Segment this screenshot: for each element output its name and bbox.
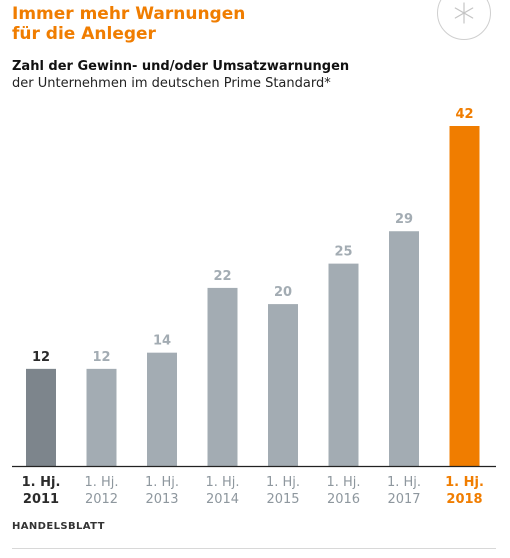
- data-label-2018: 42: [455, 107, 473, 122]
- bar-2013: [147, 352, 177, 466]
- data-label-2012: 12: [92, 350, 110, 365]
- x-tick-label-2013-0: 1. Hj.: [145, 475, 179, 490]
- title-line-2: für die Anleger: [12, 24, 156, 44]
- bar-2017: [389, 231, 419, 466]
- bar-2016: [328, 263, 359, 466]
- x-tick-label-2017-1: 2017: [387, 492, 420, 507]
- data-label-2017: 29: [395, 212, 413, 227]
- bar-2015: [268, 304, 298, 466]
- source-label: HANDELSBLATT: [12, 521, 105, 532]
- x-tick-label-2012-0: 1. Hj.: [84, 475, 118, 490]
- bar-2012: [86, 368, 117, 466]
- x-tick-label-2012-1: 2012: [85, 492, 118, 507]
- bar-2018: [449, 126, 480, 466]
- bar-2011: [26, 368, 56, 466]
- data-label-2014: 22: [213, 269, 231, 284]
- x-tick-label-2017-0: 1. Hj.: [387, 475, 421, 490]
- data-label-2016: 25: [334, 245, 352, 260]
- x-tick-label-2013-1: 2013: [145, 492, 178, 507]
- x-tick-label-2011-0: 1. Hj.: [22, 475, 61, 490]
- bar-2014: [207, 287, 238, 466]
- chart-subtitle: Zahl der Gewinn- und/oder Umsatzwarnunge…: [12, 59, 350, 74]
- x-tick-label-2016-1: 2016: [327, 492, 360, 507]
- data-label-2013: 14: [153, 334, 171, 349]
- x-tick-label-2018-0: 1. Hj.: [445, 475, 484, 490]
- x-tick-label-2018-1: 2018: [446, 492, 482, 507]
- x-tick-label-2014-0: 1. Hj.: [205, 475, 239, 490]
- bar-chart: 12 1. Hj. 2011 12 1. Hj. 2012 14 1. Hj. 2013 22 1.…: [12, 107, 496, 507]
- bottom-divider: [12, 548, 496, 549]
- x-tick-label-2015-1: 2015: [266, 492, 299, 507]
- chart-subtitle-detail: der Unternehmen im deutschen Prime Stand…: [12, 76, 331, 91]
- data-label-2015: 20: [274, 285, 292, 300]
- x-tick-label-2016-0: 1. Hj.: [326, 475, 360, 490]
- data-label-2011: 12: [32, 350, 50, 365]
- chart-title: Immer mehr Warnungen für die Anleger: [12, 4, 392, 44]
- x-tick-label-2011-1: 2011: [23, 492, 59, 507]
- title-line-1: Immer mehr Warnungen: [12, 4, 246, 24]
- x-tick-label-2014-1: 2014: [206, 492, 239, 507]
- x-tick-label-2015-0: 1. Hj.: [266, 475, 300, 490]
